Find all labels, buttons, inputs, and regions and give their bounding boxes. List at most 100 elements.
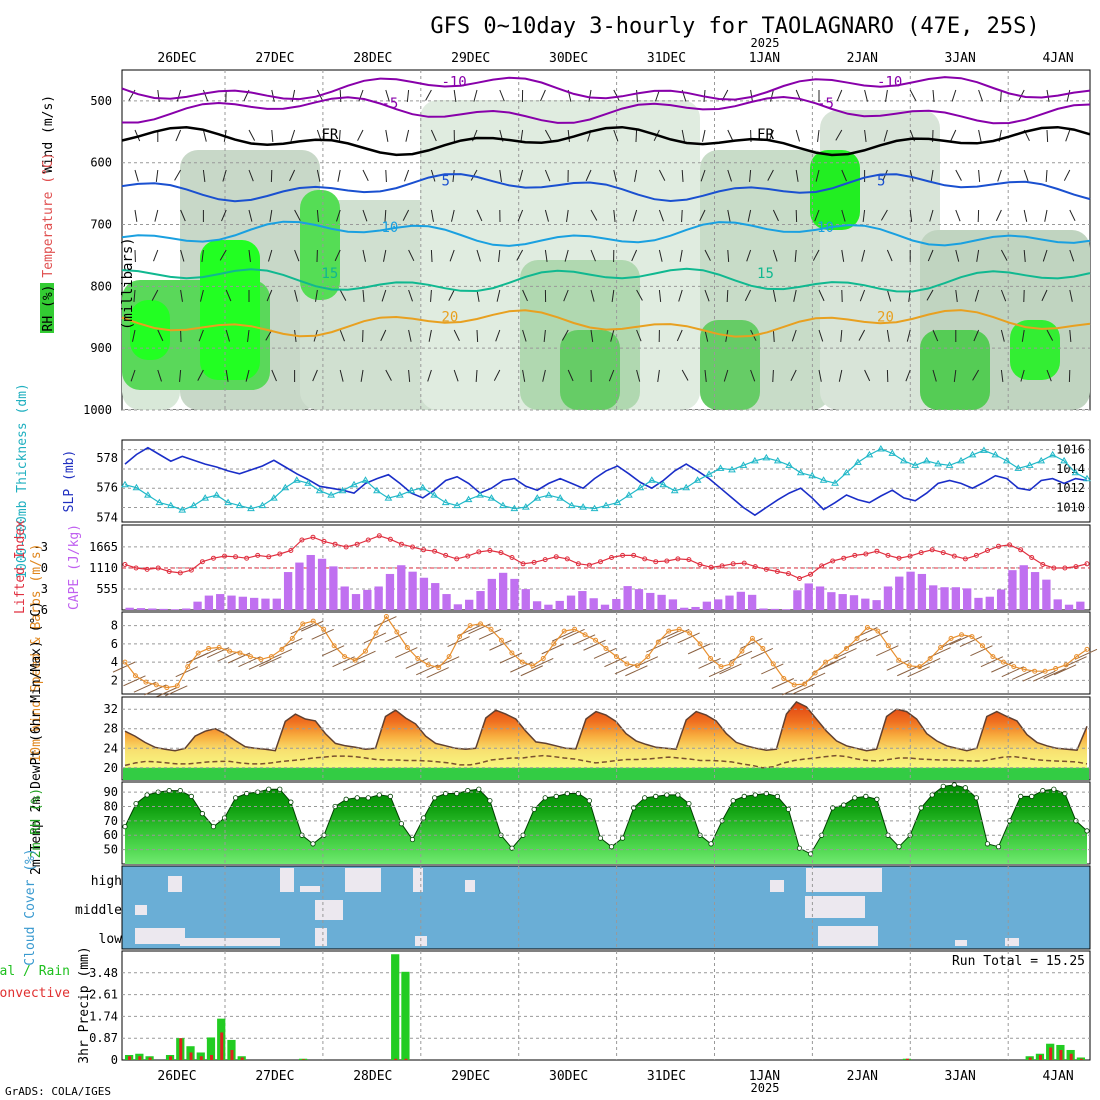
wind-barb xyxy=(516,249,524,261)
rh-marker xyxy=(642,795,648,801)
thickness-marker xyxy=(1060,456,1068,464)
wind-barb xyxy=(1065,129,1071,142)
surface-barb xyxy=(259,656,282,668)
li-marker xyxy=(144,566,150,572)
cloud-cell xyxy=(345,868,381,892)
wind-speed-marker xyxy=(279,646,285,652)
cape-bar xyxy=(385,573,395,610)
thickness-marker xyxy=(796,468,805,476)
wind-barb xyxy=(978,129,982,142)
wind-barb xyxy=(197,369,204,381)
surface-barb xyxy=(604,656,627,668)
wind-barb xyxy=(929,209,934,222)
cape-bar xyxy=(861,598,870,610)
rh-marker xyxy=(973,795,980,801)
wind-barb xyxy=(658,249,663,262)
li-marker xyxy=(310,534,316,540)
wind-barb xyxy=(636,329,642,342)
cape-bar xyxy=(680,607,689,610)
wind-barb xyxy=(496,289,501,302)
li-marker xyxy=(719,563,725,569)
pressure-tick-label: 900 xyxy=(90,341,112,355)
wind-barb xyxy=(932,329,939,342)
date-label-bottom: 30DEC xyxy=(549,1069,588,1084)
wind-barb xyxy=(362,209,368,222)
thickness-marker xyxy=(980,446,988,453)
wind-barb xyxy=(289,169,296,182)
cloud-level-middle: middle xyxy=(75,903,122,918)
wind-barb xyxy=(381,289,387,302)
cape-bar xyxy=(804,583,813,610)
date-label-top: 3JAN xyxy=(945,51,976,66)
isotherm-label: 15 xyxy=(321,266,338,282)
rh-marker xyxy=(741,793,747,799)
cape-bar xyxy=(612,598,621,610)
cape-bar xyxy=(838,594,847,610)
wind-barb xyxy=(153,249,159,262)
wind-speed-marker xyxy=(593,637,599,643)
surface-barb xyxy=(792,683,815,695)
cape-bar xyxy=(872,600,881,610)
li-marker xyxy=(774,569,780,574)
pressure-tick-label: 800 xyxy=(90,279,112,293)
rh-marker xyxy=(420,815,427,821)
cape-bar xyxy=(363,589,372,610)
temp-tick-label: 20 xyxy=(104,761,118,775)
wind-barb xyxy=(793,289,797,302)
li-marker xyxy=(973,552,979,558)
wind-barb xyxy=(130,369,136,382)
rh-marker xyxy=(1029,793,1035,799)
date-label-top: 29DEC xyxy=(451,51,490,66)
wind-speed-marker xyxy=(394,629,400,635)
isotherm-label: 15 xyxy=(757,266,774,282)
surface-barb xyxy=(248,658,272,670)
rh-shading xyxy=(122,70,1090,438)
cape-bar xyxy=(1064,604,1074,610)
cape-bar xyxy=(476,591,485,610)
date-label-bottom: 28DEC xyxy=(353,1069,392,1084)
wind-barb xyxy=(726,289,729,303)
wind-barb xyxy=(727,209,731,222)
thickness-marker xyxy=(189,501,198,509)
wind-barb xyxy=(473,89,478,102)
cape-grid: 555 1110 1665 -3 0 3 6 xyxy=(34,525,1090,617)
wind-tick-label: 6 xyxy=(111,637,118,651)
cape-bar xyxy=(193,601,202,610)
surface-barb xyxy=(468,623,491,635)
temp-tick-label: 24 xyxy=(104,741,118,755)
thickness-marker xyxy=(533,494,542,501)
rh-marker xyxy=(852,795,858,801)
rh-marker xyxy=(266,786,272,792)
rh-axis-label: 2m RH (%) xyxy=(29,788,44,858)
cape-bar xyxy=(691,606,700,610)
rh-marker xyxy=(653,793,659,799)
cape-bar xyxy=(906,571,915,610)
thickness-marker xyxy=(258,501,267,509)
wind-barb xyxy=(1045,169,1048,183)
wind-speed-marker xyxy=(457,634,463,640)
li-marker xyxy=(487,548,493,553)
wind-barb xyxy=(997,169,1002,182)
thickness-marker xyxy=(716,464,725,471)
thickness-marker xyxy=(544,491,553,498)
surface-barb xyxy=(321,645,345,657)
cape-bar xyxy=(929,585,938,610)
wind-barb xyxy=(840,329,843,342)
wind-speed-marker xyxy=(676,626,682,632)
wind-speed-marker xyxy=(404,645,410,651)
li-marker xyxy=(233,554,239,560)
wind-grid: 2 4 6 8 xyxy=(111,612,1090,694)
wind-speed-marker xyxy=(153,682,159,688)
wind-barb xyxy=(972,369,980,381)
wind-barb xyxy=(271,369,277,382)
wind-barb xyxy=(727,249,730,263)
wind-barb xyxy=(841,209,846,222)
isotherm-label: -10 xyxy=(877,75,902,91)
cape-bar xyxy=(306,554,315,610)
rh-marker xyxy=(675,792,681,798)
cape-tick-label: 1110 xyxy=(89,561,118,575)
surface-barb xyxy=(154,687,178,699)
wind-barb xyxy=(180,209,186,222)
li-tick-label: 6 xyxy=(41,603,48,617)
